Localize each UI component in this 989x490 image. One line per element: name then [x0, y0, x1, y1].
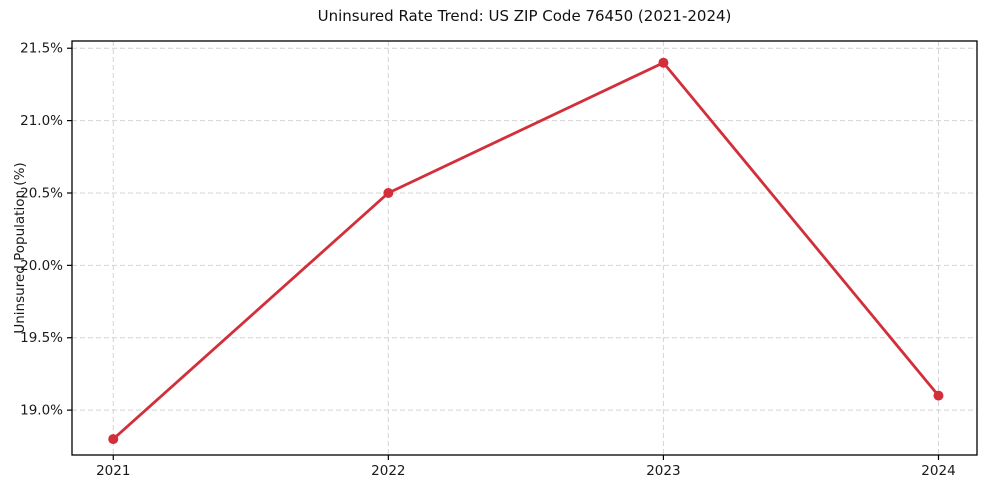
- data-point: [108, 434, 119, 445]
- y-tick-label: 21.0%: [20, 113, 63, 129]
- x-tick-label: 2022: [371, 463, 405, 479]
- x-tick-label: 2024: [921, 463, 955, 479]
- x-tick-label: 2021: [96, 463, 130, 479]
- plot-border: [71, 40, 978, 456]
- chart-title: Uninsured Rate Trend: US ZIP Code 76450 …: [317, 7, 732, 25]
- y-axis-title: Uninsured Population (%): [12, 162, 28, 333]
- y-tick-label: 21.5%: [20, 41, 63, 57]
- y-tick-label: 19.0%: [20, 403, 63, 419]
- data-point: [658, 57, 669, 68]
- y-tick-label: 20.0%: [20, 258, 63, 274]
- y-tick-label: 20.5%: [20, 185, 63, 201]
- trend-line: [111, 61, 940, 441]
- data-point: [933, 390, 944, 401]
- x-tick-label: 2023: [646, 463, 680, 479]
- y-tick-label: 19.5%: [20, 330, 63, 346]
- data-point: [383, 187, 394, 198]
